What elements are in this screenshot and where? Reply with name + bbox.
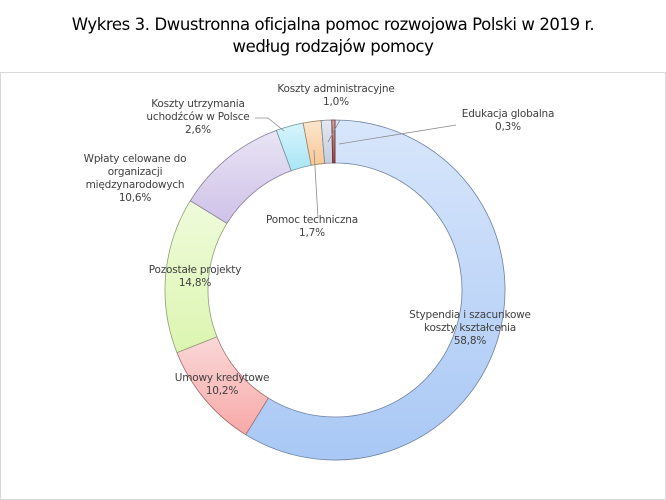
data-label-value: 10,6% [119,192,152,204]
leader-line [255,117,285,132]
data-label-category: Koszty utrzymania [151,98,245,110]
data-label-category: Koszty administracyjne [277,83,394,95]
chart-title-line1: Wykres 3. Dwustronna oficjalna pomoc roz… [71,15,595,34]
data-label-value: 1,7% [299,227,325,239]
data-label-category: Pomoc techniczna [266,214,358,226]
data-label-category: organizacji [108,166,163,178]
chart-title: Wykres 3. Dwustronna oficjalna pomoc roz… [0,14,666,58]
donut-slice [189,129,292,224]
data-label-category: Wpłaty celowane do [84,153,187,165]
data-label-value: 2,6% [185,124,211,136]
data-label-value: 58,8% [454,335,487,347]
data-label-category: Umowy kredytowe [175,372,270,384]
data-label-value: 0,3% [495,121,521,133]
leader-line [338,124,457,145]
data-label-category: Edukacja globalna [462,108,554,120]
leader-line [313,149,319,219]
leader-line [327,119,341,143]
donut-slice [245,119,506,461]
data-label-value: 10,2% [206,385,239,397]
data-label-category: Stypendia i szacunkowe [409,309,531,321]
data-label-category: międzynarodowych [86,179,185,191]
data-label-value: 14,8% [179,277,212,289]
donut-slice [331,119,336,164]
chart-title-line2: według rodzajów pomocy [232,37,434,56]
data-label-category: Pozostałe projekty [149,264,241,276]
data-label-value: 1,0% [323,96,349,108]
data-label-category: uchodźców w Polsce [146,111,249,123]
data-label-category: koszty kształcenia [424,322,516,334]
